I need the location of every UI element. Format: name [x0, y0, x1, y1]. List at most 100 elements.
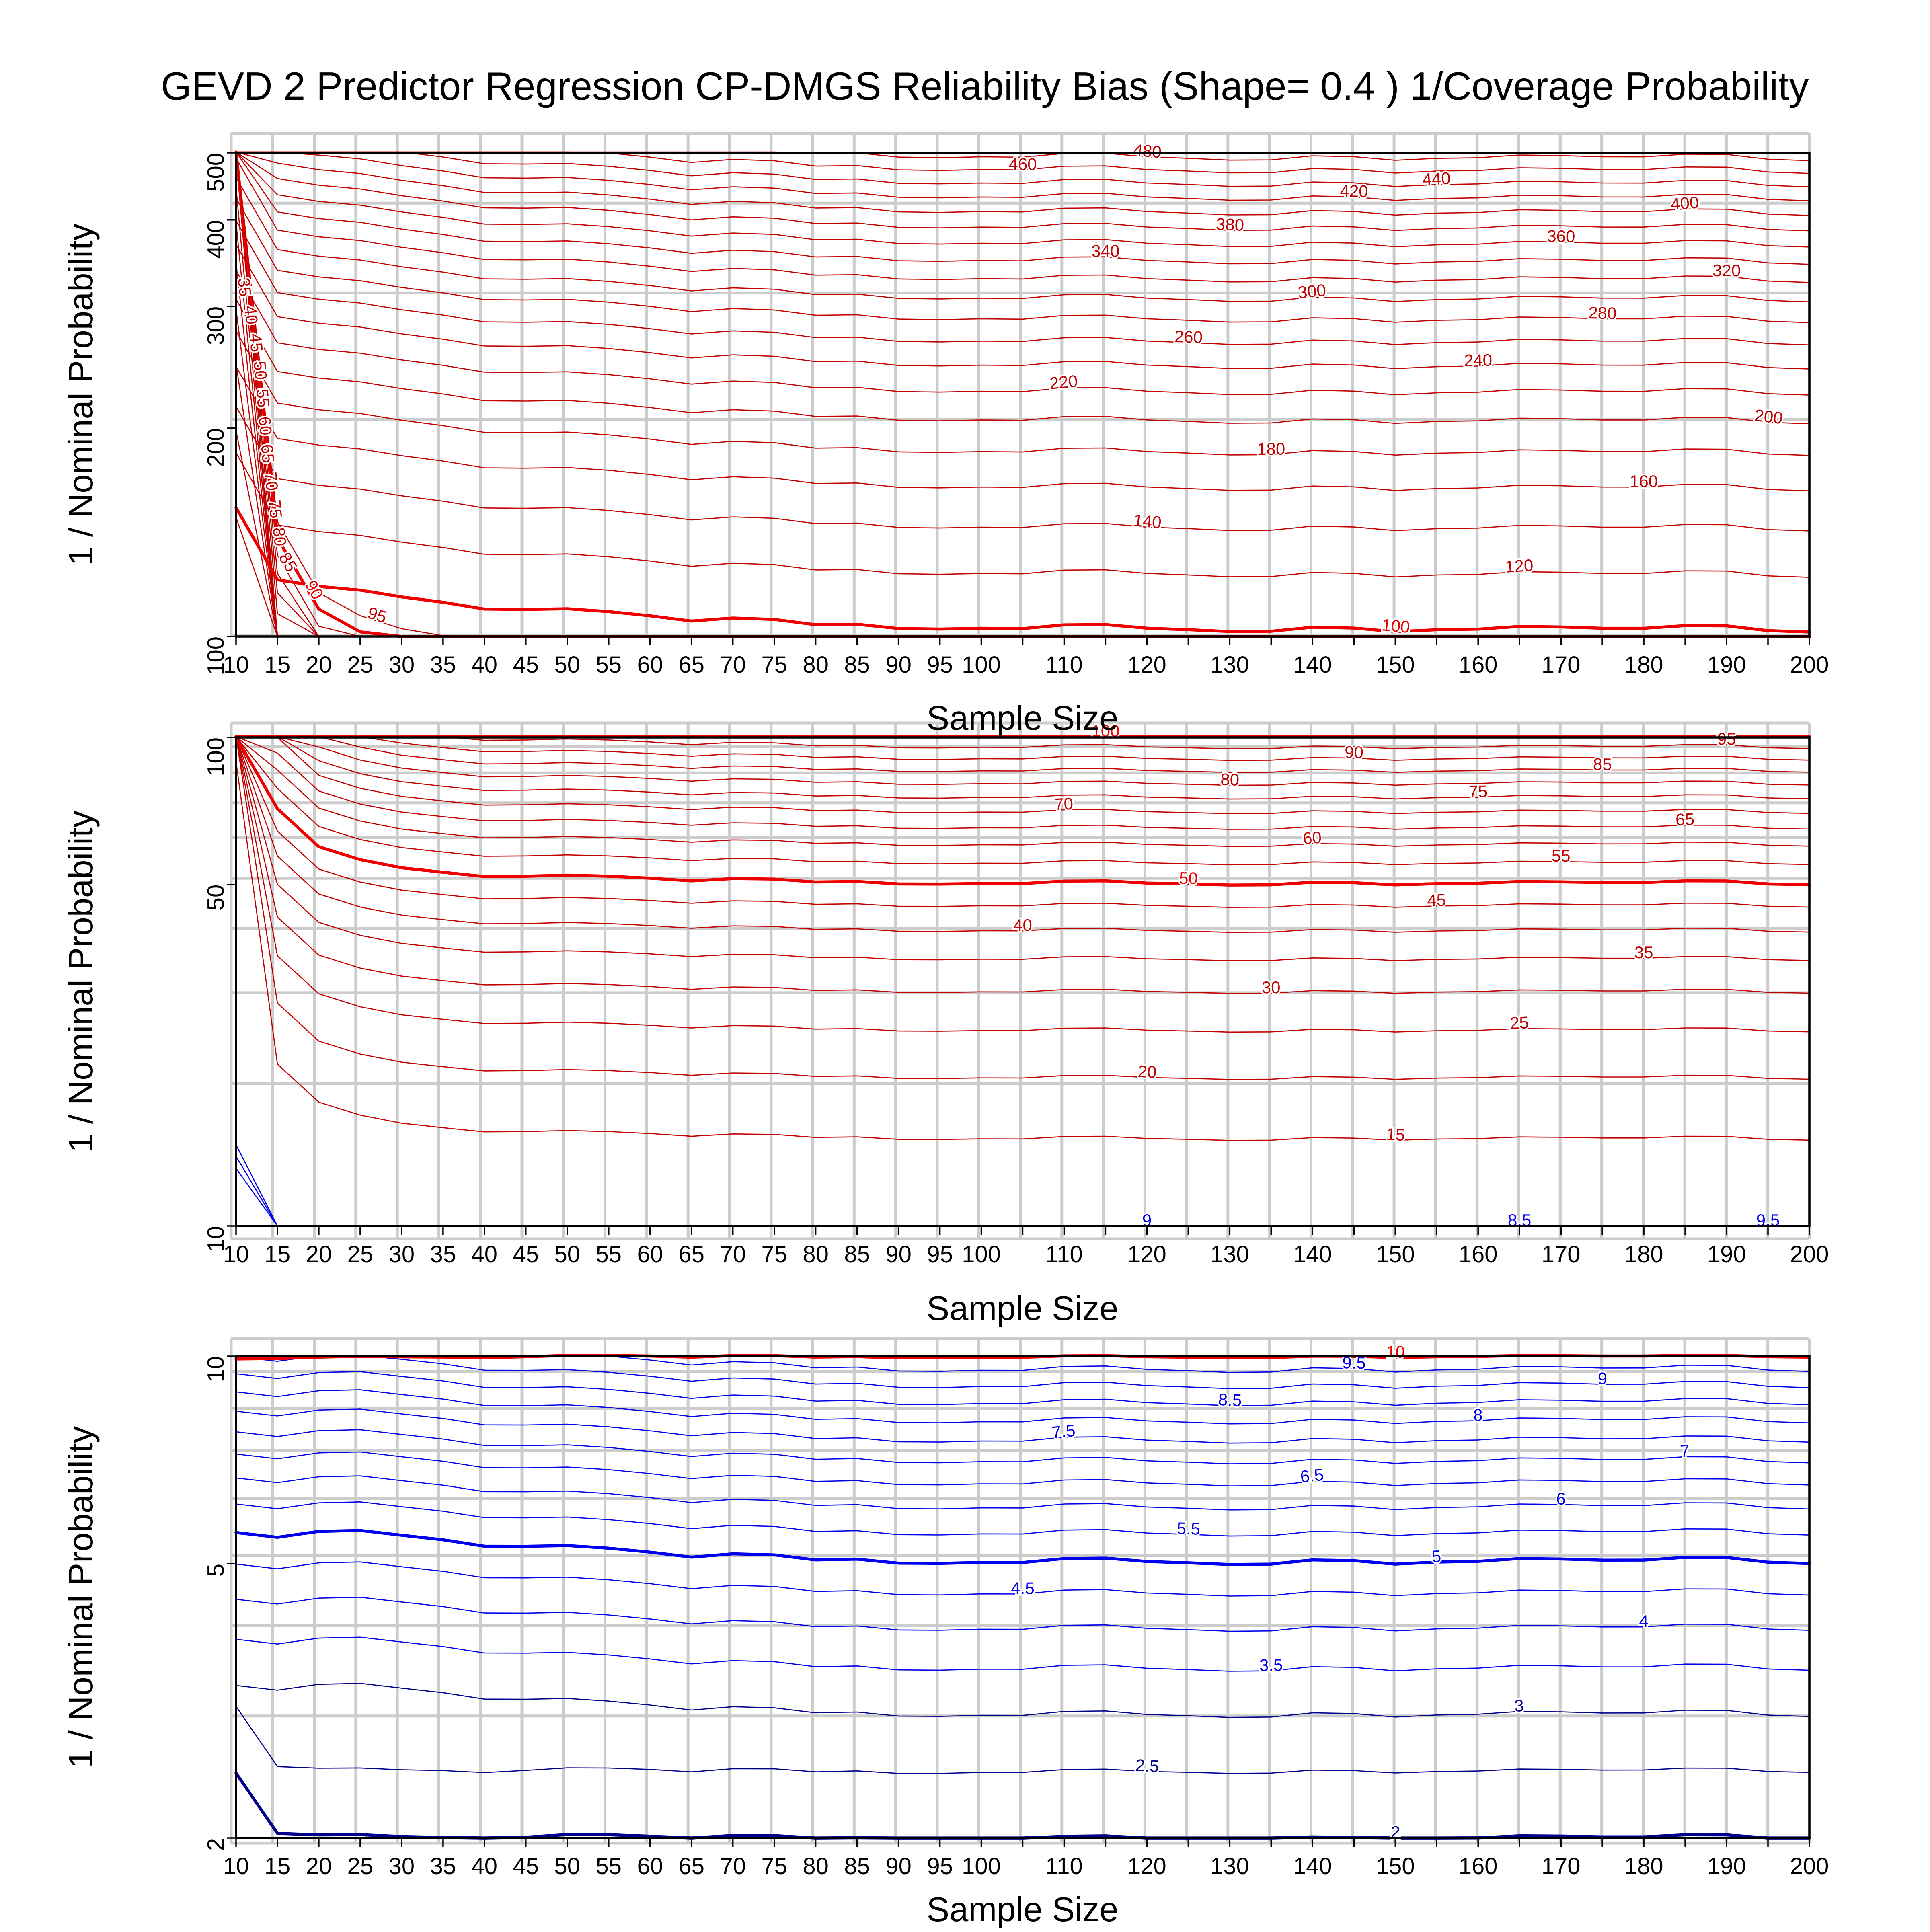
svg-text:95: 95 — [927, 652, 953, 678]
svg-text:220: 220 — [1049, 372, 1078, 393]
svg-text:150: 150 — [1376, 1241, 1415, 1267]
svg-text:70: 70 — [1054, 794, 1074, 814]
svg-text:80: 80 — [1220, 770, 1240, 789]
svg-text:160: 160 — [1459, 1241, 1498, 1267]
svg-text:25: 25 — [347, 1241, 374, 1267]
svg-text:130: 130 — [1210, 1241, 1249, 1267]
svg-text:35: 35 — [1634, 943, 1653, 962]
svg-text:190: 190 — [1707, 652, 1746, 678]
svg-text:85: 85 — [1593, 755, 1612, 774]
svg-text:20: 20 — [306, 652, 332, 678]
svg-text:110: 110 — [1045, 1853, 1082, 1879]
svg-text:80: 80 — [803, 652, 829, 678]
svg-text:140: 140 — [1293, 1241, 1332, 1267]
svg-text:130: 130 — [1210, 1853, 1249, 1879]
svg-text:75: 75 — [761, 1853, 787, 1879]
svg-text:90: 90 — [1345, 743, 1363, 762]
svg-text:85: 85 — [844, 1853, 870, 1879]
svg-text:440: 440 — [1422, 168, 1451, 189]
svg-text:15: 15 — [265, 1853, 291, 1879]
svg-text:GEVD 2 Predictor Regression CP: GEVD 2 Predictor Regression CP-DMGS Reli… — [161, 64, 1809, 108]
svg-text:200: 200 — [1753, 406, 1784, 428]
svg-text:100: 100 — [203, 636, 229, 675]
svg-text:40: 40 — [1013, 916, 1032, 934]
svg-text:45: 45 — [513, 652, 539, 678]
svg-text:85: 85 — [844, 652, 870, 678]
svg-text:360: 360 — [1547, 227, 1575, 246]
svg-text:90: 90 — [885, 652, 912, 678]
svg-text:1 / Nominal Probability: 1 / Nominal Probability — [62, 810, 100, 1152]
svg-text:100: 100 — [962, 652, 1001, 678]
svg-text:90: 90 — [885, 1241, 912, 1267]
svg-text:260: 260 — [1174, 327, 1203, 347]
svg-text:100: 100 — [1381, 615, 1411, 636]
svg-text:55: 55 — [253, 388, 273, 409]
svg-text:80: 80 — [803, 1241, 829, 1267]
svg-text:170: 170 — [1542, 1853, 1581, 1879]
svg-text:20: 20 — [306, 1241, 332, 1267]
svg-text:55: 55 — [596, 652, 622, 678]
svg-text:55: 55 — [596, 1853, 622, 1879]
svg-text:30: 30 — [389, 1853, 415, 1879]
svg-text:85: 85 — [844, 1241, 870, 1267]
svg-text:160: 160 — [1459, 1853, 1498, 1879]
svg-text:380: 380 — [1215, 214, 1244, 234]
svg-text:120: 120 — [1127, 652, 1166, 678]
svg-text:5: 5 — [1431, 1546, 1442, 1566]
svg-text:25: 25 — [347, 1853, 374, 1879]
svg-text:340: 340 — [1091, 241, 1119, 260]
svg-text:150: 150 — [1376, 1853, 1415, 1879]
svg-text:65: 65 — [678, 1853, 704, 1879]
svg-text:10: 10 — [203, 1356, 229, 1382]
svg-text:35: 35 — [234, 277, 255, 298]
svg-text:280: 280 — [1588, 303, 1617, 323]
svg-text:60: 60 — [637, 1241, 663, 1267]
svg-text:65: 65 — [678, 1241, 704, 1267]
svg-text:90: 90 — [885, 1853, 912, 1879]
svg-text:35: 35 — [430, 1853, 456, 1879]
svg-text:80: 80 — [269, 526, 290, 547]
svg-text:300: 300 — [1297, 281, 1327, 302]
svg-text:200: 200 — [203, 428, 229, 467]
svg-text:25: 25 — [1509, 1013, 1529, 1033]
svg-text:50: 50 — [203, 885, 229, 911]
svg-text:140: 140 — [1293, 1853, 1332, 1879]
svg-text:150: 150 — [1376, 652, 1415, 678]
svg-text:35: 35 — [430, 1241, 456, 1267]
svg-text:40: 40 — [472, 1241, 498, 1267]
svg-text:40: 40 — [241, 305, 261, 325]
svg-text:70: 70 — [720, 652, 746, 678]
svg-text:65: 65 — [678, 652, 704, 678]
svg-text:10: 10 — [223, 1853, 249, 1879]
svg-text:180: 180 — [1624, 1853, 1663, 1879]
svg-text:15: 15 — [1386, 1125, 1406, 1144]
svg-text:95: 95 — [927, 1853, 953, 1879]
svg-text:45: 45 — [246, 333, 267, 353]
svg-text:300: 300 — [203, 306, 229, 345]
svg-text:50: 50 — [250, 360, 271, 381]
svg-text:8.5: 8.5 — [1218, 1390, 1242, 1410]
svg-text:40: 40 — [472, 1853, 498, 1879]
svg-text:30: 30 — [389, 652, 415, 678]
svg-text:55: 55 — [1552, 846, 1571, 865]
svg-text:2: 2 — [203, 1838, 229, 1851]
svg-text:200: 200 — [1790, 1241, 1829, 1267]
svg-text:320: 320 — [1712, 261, 1741, 280]
svg-text:3: 3 — [1514, 1696, 1525, 1715]
svg-text:120: 120 — [1127, 1853, 1166, 1879]
svg-text:65: 65 — [257, 443, 278, 464]
svg-text:160: 160 — [1630, 472, 1658, 491]
svg-text:100: 100 — [203, 737, 229, 776]
svg-text:80: 80 — [803, 1853, 829, 1879]
svg-text:180: 180 — [1624, 652, 1663, 678]
svg-text:2.5: 2.5 — [1135, 1755, 1160, 1776]
svg-text:1 / Nominal Probability: 1 / Nominal Probability — [62, 223, 100, 565]
svg-text:75: 75 — [761, 652, 787, 678]
svg-text:30: 30 — [389, 1241, 415, 1267]
svg-text:60: 60 — [255, 416, 275, 436]
svg-text:45: 45 — [513, 1241, 539, 1267]
svg-text:6.5: 6.5 — [1299, 1465, 1324, 1486]
svg-text:190: 190 — [1707, 1241, 1746, 1267]
svg-text:60: 60 — [637, 1853, 663, 1879]
svg-text:50: 50 — [554, 652, 581, 678]
